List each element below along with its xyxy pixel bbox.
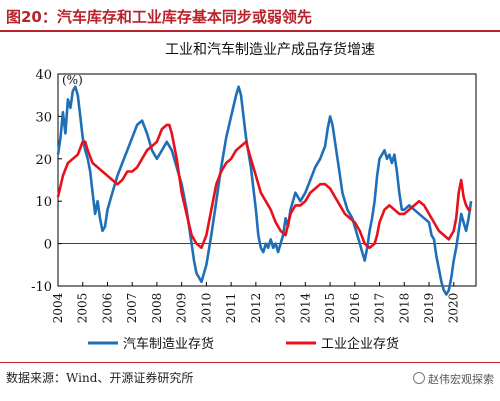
y-tick-label: 10: [35, 195, 52, 210]
legend-label-auto: 汽车制造业存货: [123, 336, 214, 352]
y-tick-label: 40: [35, 68, 52, 83]
chart-title: 工业和汽车制造业产成品存货增速: [165, 41, 375, 58]
y-tick-label: 30: [35, 110, 52, 125]
legend-label-industry: 工业企业存货: [321, 336, 399, 352]
x-tick-label: 2010: [199, 293, 213, 324]
x-tick-label: 2015: [323, 293, 337, 324]
watermark: 赵伟宏观探索: [413, 371, 494, 387]
x-tick-label: 2011: [224, 293, 238, 324]
x-tick-label: 2008: [150, 293, 164, 324]
x-tick-label: 2019: [422, 293, 436, 324]
x-tick-label: 2004: [51, 292, 65, 323]
x-tick-label: 2009: [175, 293, 189, 324]
y-tick-label: 0: [44, 238, 52, 253]
x-tick-label: 2007: [125, 293, 139, 324]
y-axis: -10 0 10 20 30 40: [31, 68, 62, 295]
x-tick-label: 2017: [373, 293, 387, 324]
source-note: 数据来源：Wind、开源证券研究所: [6, 371, 194, 385]
x-tick-label: 2006: [100, 293, 114, 324]
plot-frame: [57, 73, 477, 287]
y-tick-label: 20: [35, 153, 52, 168]
legend: 汽车制造业存货 工业企业存货: [88, 336, 399, 352]
y-axis-unit: (%): [62, 73, 83, 87]
source-divider: [0, 362, 500, 363]
wechat-icon: [413, 372, 425, 384]
y-tick-label: -10: [31, 280, 52, 295]
series-line-industrial-inventory: [56, 123, 472, 250]
x-tick-label: 2005: [76, 293, 90, 324]
x-tick-label: 2013: [274, 293, 288, 324]
title-divider: [0, 30, 500, 32]
x-tick-label: 2014: [298, 292, 312, 323]
x-axis: 2004 2005 2006 2007 2008 2009 2010 2011 2012 2013…: [51, 282, 461, 323]
x-tick-label: 2018: [397, 293, 411, 324]
x-tick-label: 2012: [249, 293, 263, 324]
series-line-auto-inventory: [56, 85, 473, 296]
watermark-text: 赵伟宏观探索: [428, 373, 494, 386]
series-layer: [56, 85, 473, 296]
figure-title: 图20：汽车库存和工业库存基本同步或弱领先: [6, 8, 312, 26]
x-tick-label: 2016: [348, 293, 362, 324]
x-tick-label: 2020: [447, 293, 461, 324]
